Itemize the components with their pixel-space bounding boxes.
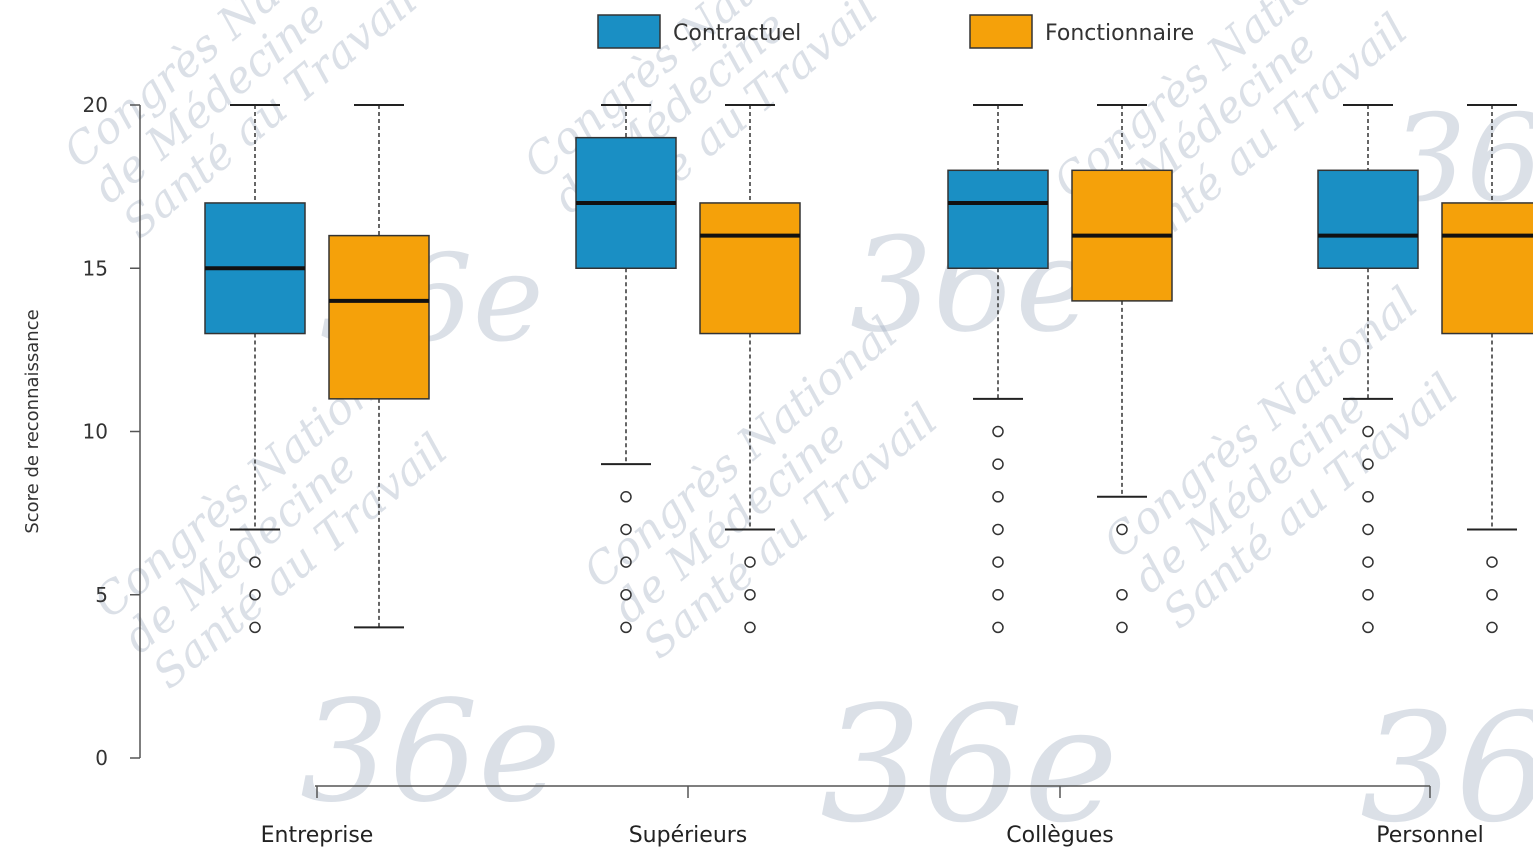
outlier-point: [1486, 589, 1498, 601]
boxplot-item: [1071, 104, 1173, 634]
watermark-logo: 36e: [1360, 682, 1533, 848]
watermark-logo: 36e: [820, 671, 1118, 848]
outlier-point: [1362, 491, 1374, 503]
outlier-point: [1362, 425, 1374, 438]
outlier-point: [1362, 523, 1374, 536]
outlier-point: [620, 621, 632, 634]
outlier-point: [1116, 589, 1128, 601]
boxplot-item: [1317, 104, 1419, 634]
x-category-label: Supérieurs: [629, 823, 748, 848]
outlier-point: [1116, 621, 1128, 634]
y-tick-label: 10: [83, 420, 108, 444]
outlier-point: [1362, 458, 1374, 470]
outlier-point: [744, 556, 756, 568]
watermark-logo: 36e: [300, 671, 561, 834]
legend-label: Contractuel: [673, 21, 801, 46]
y-axis-label: Score de reconnaissance: [22, 309, 43, 533]
x-category-label: Entreprise: [261, 823, 374, 848]
boxplot-item: [328, 104, 430, 629]
y-tick-label: 0: [95, 746, 108, 770]
boxplot-item: [575, 104, 677, 634]
boxplot-item: [204, 104, 306, 634]
boxplot-item: [1441, 104, 1533, 634]
outlier-point: [620, 523, 632, 536]
x-category-label: Personnel: [1376, 823, 1484, 848]
outlier-point: [992, 491, 1004, 503]
outlier-point: [992, 621, 1004, 634]
series-fonctionnaire: [328, 104, 1533, 634]
outlier-point: [620, 556, 632, 568]
legend-swatch: [597, 14, 661, 49]
outlier-point: [1486, 621, 1498, 634]
iqr-box: [1317, 169, 1419, 269]
x-category-label: Collègues: [1006, 823, 1114, 848]
outlier-point: [620, 589, 632, 601]
y-tick-label: 5: [95, 583, 108, 607]
outlier-point: [1362, 621, 1374, 634]
legend: Contractuel Fonctionnaire: [597, 14, 1194, 49]
iqr-box: [947, 169, 1049, 269]
outlier-point: [249, 556, 261, 568]
iqr-box: [328, 234, 430, 400]
outlier-point: [1362, 589, 1374, 601]
outlier-point: [992, 425, 1004, 438]
legend-swatch: [969, 14, 1033, 49]
outlier-point: [249, 621, 261, 634]
iqr-box: [1441, 202, 1533, 335]
iqr-box: [699, 202, 801, 335]
outlier-point: [992, 523, 1004, 536]
outlier-point: [249, 589, 261, 601]
outlier-point: [992, 589, 1004, 601]
outlier-point: [1486, 556, 1498, 568]
outlier-point: [992, 458, 1004, 470]
boxplot-item: [947, 104, 1049, 634]
axes: 0 5 10 15 20 Score de reconnaissance Entrepris…: [22, 93, 1484, 848]
outlier-point: [992, 556, 1004, 568]
boxplot-item: [699, 104, 801, 634]
outlier-point: [620, 491, 632, 503]
series-contractuel: [204, 104, 1419, 634]
y-tick-label: 20: [83, 93, 108, 117]
y-tick-label: 15: [83, 256, 108, 280]
outlier-point: [1362, 556, 1374, 568]
box-series: [204, 104, 1533, 634]
outlier-point: [1116, 523, 1128, 536]
outlier-point: [744, 589, 756, 601]
legend-label: Fonctionnaire: [1045, 21, 1194, 46]
outlier-point: [744, 621, 756, 634]
